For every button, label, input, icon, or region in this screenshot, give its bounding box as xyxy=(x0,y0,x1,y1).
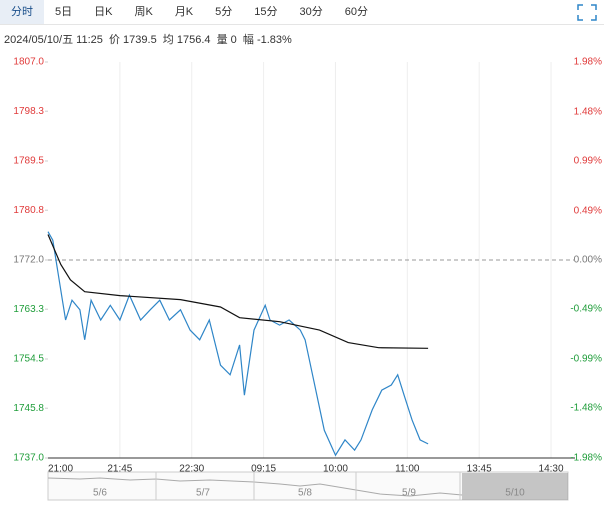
y-tick-label: 1737.0 xyxy=(13,453,44,464)
navigator-label: 5/10 xyxy=(505,488,525,499)
x-tick-label: 21:00 xyxy=(48,464,73,475)
y2-tick-label: -1.98% xyxy=(570,453,602,464)
x-tick-label: 21:45 xyxy=(107,464,132,475)
navigator-selection[interactable] xyxy=(462,473,568,500)
tab[interactable]: 5分 xyxy=(215,6,233,18)
tab[interactable]: 60分 xyxy=(344,6,369,18)
tab[interactable]: 30分 xyxy=(299,6,323,18)
x-tick-label: 13:45 xyxy=(467,464,492,475)
expand-icon[interactable] xyxy=(577,4,597,21)
y2-tick-label: 0.99% xyxy=(574,156,602,167)
tab[interactable]: 5日 xyxy=(55,6,73,18)
y-tick-label: 1754.5 xyxy=(13,354,44,365)
y2-tick-label: -0.99% xyxy=(570,354,602,365)
navigator-label: 5/7 xyxy=(196,488,210,499)
series-line xyxy=(47,234,429,349)
navigator-line xyxy=(47,477,463,497)
y2-tick-label: 1.98% xyxy=(574,57,602,68)
tab-bar: 分时 5日 日K 周K 月K 5分 15分 30分 60分 xyxy=(0,0,604,25)
navigator-label: 5/8 xyxy=(298,488,312,499)
x-tick-label: 14:30 xyxy=(539,464,564,475)
tab[interactable]: 日K xyxy=(94,6,113,18)
y-tick-label: 1780.8 xyxy=(13,205,44,216)
tab[interactable]: 分时 xyxy=(0,0,44,24)
navigator-label: 5/9 xyxy=(402,488,416,499)
navigator-dividers xyxy=(155,472,461,500)
y2-tick-label: -0.49% xyxy=(570,304,602,315)
y2-tick-label: 0.00% xyxy=(574,255,602,266)
y-tick-label: 1745.8 xyxy=(13,403,44,414)
series-line xyxy=(47,231,429,457)
tab[interactable]: 周K xyxy=(134,6,153,18)
y-tick-label: 1798.3 xyxy=(13,106,44,117)
y-tick-label: 1807.0 xyxy=(13,57,44,68)
y-tick-label: 1763.3 xyxy=(13,304,44,315)
y-tick-label: 1772.0 xyxy=(13,255,44,266)
y2-tick-label: 0.49% xyxy=(574,206,602,217)
tab[interactable]: 15分 xyxy=(254,6,278,18)
tab[interactable]: 月K xyxy=(174,6,194,18)
x-tick-label: 11:00 xyxy=(395,464,420,475)
navigator-label: 5/6 xyxy=(93,488,107,499)
info-line: 2024/05/10/五 11:25 价 1739.5 均 1756.4 量 0… xyxy=(4,34,292,46)
y2-tick-label: 1.48% xyxy=(574,107,602,118)
x-tick-label: 10:00 xyxy=(323,464,348,475)
y-tick-label: 1789.5 xyxy=(13,156,44,167)
x-tick-label: 22:30 xyxy=(179,464,204,475)
y2-tick-label: -1.48% xyxy=(570,403,602,414)
x-tick-label: 09:15 xyxy=(251,464,276,475)
